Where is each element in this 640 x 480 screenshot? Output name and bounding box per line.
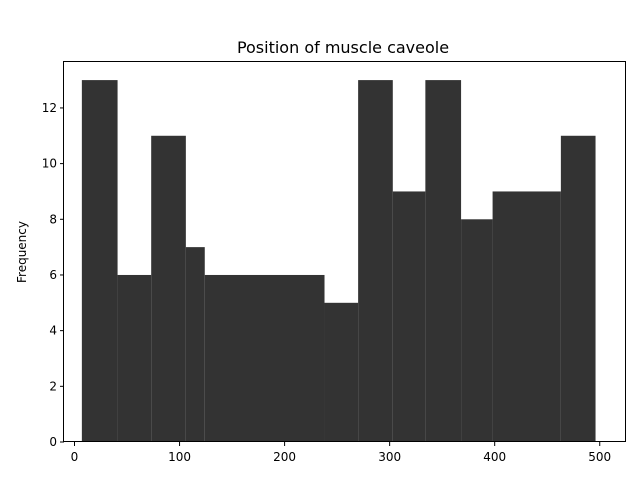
- chart-title: Position of muscle caveole: [237, 38, 449, 57]
- y-tick-label: 10: [42, 157, 57, 171]
- histogram-bar: [324, 302, 359, 442]
- y-tick-label: 8: [49, 212, 57, 226]
- x-tick-label: 0: [71, 450, 79, 464]
- y-tick-label: 6: [49, 268, 57, 282]
- x-tick-label: 300: [378, 450, 401, 464]
- histogram-bar: [560, 135, 596, 442]
- x-tick-label: 500: [588, 450, 611, 464]
- histogram-bar: [492, 191, 561, 442]
- histogram-bar: [392, 191, 426, 442]
- y-tick-label: 12: [42, 101, 57, 115]
- histogram-bar: [151, 135, 186, 442]
- bars-group: [81, 80, 596, 442]
- x-axis: 0 100 200 300 400 500: [71, 442, 611, 464]
- y-tick-label: 0: [49, 435, 57, 449]
- histogram-bar: [185, 247, 205, 442]
- x-tick-label: 400: [483, 450, 506, 464]
- histogram-bar: [461, 219, 493, 442]
- histogram-bar: [425, 80, 462, 442]
- x-tick-label: 100: [168, 450, 191, 464]
- histogram-bar: [117, 274, 152, 442]
- x-tick-label: 200: [273, 450, 296, 464]
- histogram-bar: [204, 274, 325, 442]
- y-tick-label: 2: [49, 379, 57, 393]
- y-axis: 0 2 4 6 8 10 12: [42, 101, 64, 449]
- histogram-bar: [358, 80, 393, 442]
- y-axis-label: Frequency: [15, 221, 29, 283]
- histogram-bar: [81, 80, 118, 442]
- y-tick-label: 4: [49, 324, 57, 338]
- plot-frame: [63, 61, 626, 442]
